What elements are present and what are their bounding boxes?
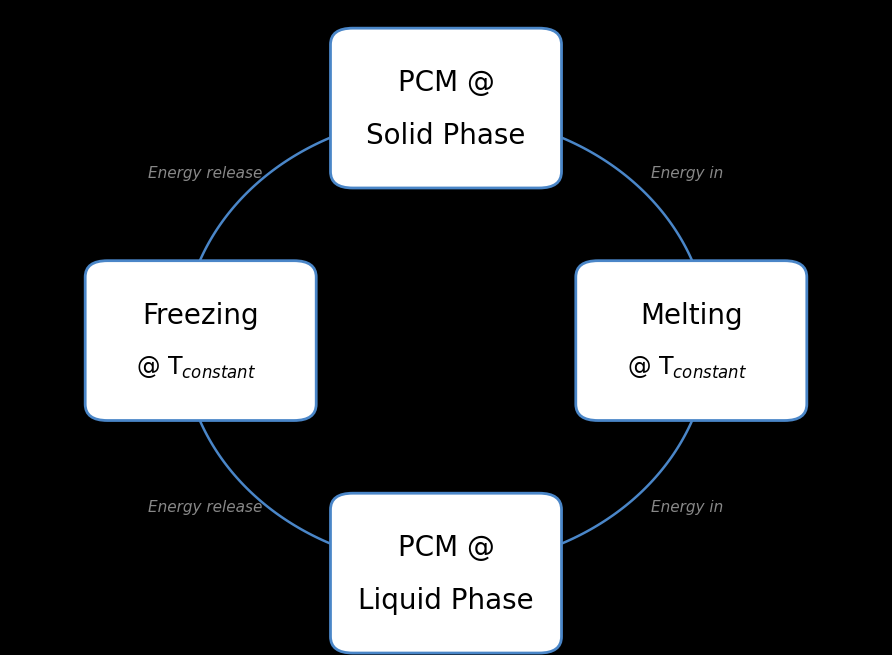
FancyBboxPatch shape (86, 261, 317, 421)
Text: Energy release: Energy release (148, 500, 262, 515)
FancyBboxPatch shape (576, 261, 806, 421)
FancyBboxPatch shape (330, 493, 562, 653)
Text: Freezing: Freezing (143, 302, 259, 329)
Text: Energy in: Energy in (651, 166, 723, 181)
Text: Melting: Melting (640, 302, 743, 329)
Text: @ T$_{constant}$: @ T$_{constant}$ (627, 355, 747, 381)
Text: @ T$_{constant}$: @ T$_{constant}$ (136, 355, 256, 381)
Text: Energy in: Energy in (651, 500, 723, 515)
FancyBboxPatch shape (330, 28, 562, 188)
Text: Solid Phase: Solid Phase (367, 122, 525, 149)
Text: PCM @: PCM @ (398, 534, 494, 562)
Text: PCM @: PCM @ (398, 69, 494, 97)
Text: Liquid Phase: Liquid Phase (359, 587, 533, 614)
Text: Energy release: Energy release (148, 166, 262, 181)
